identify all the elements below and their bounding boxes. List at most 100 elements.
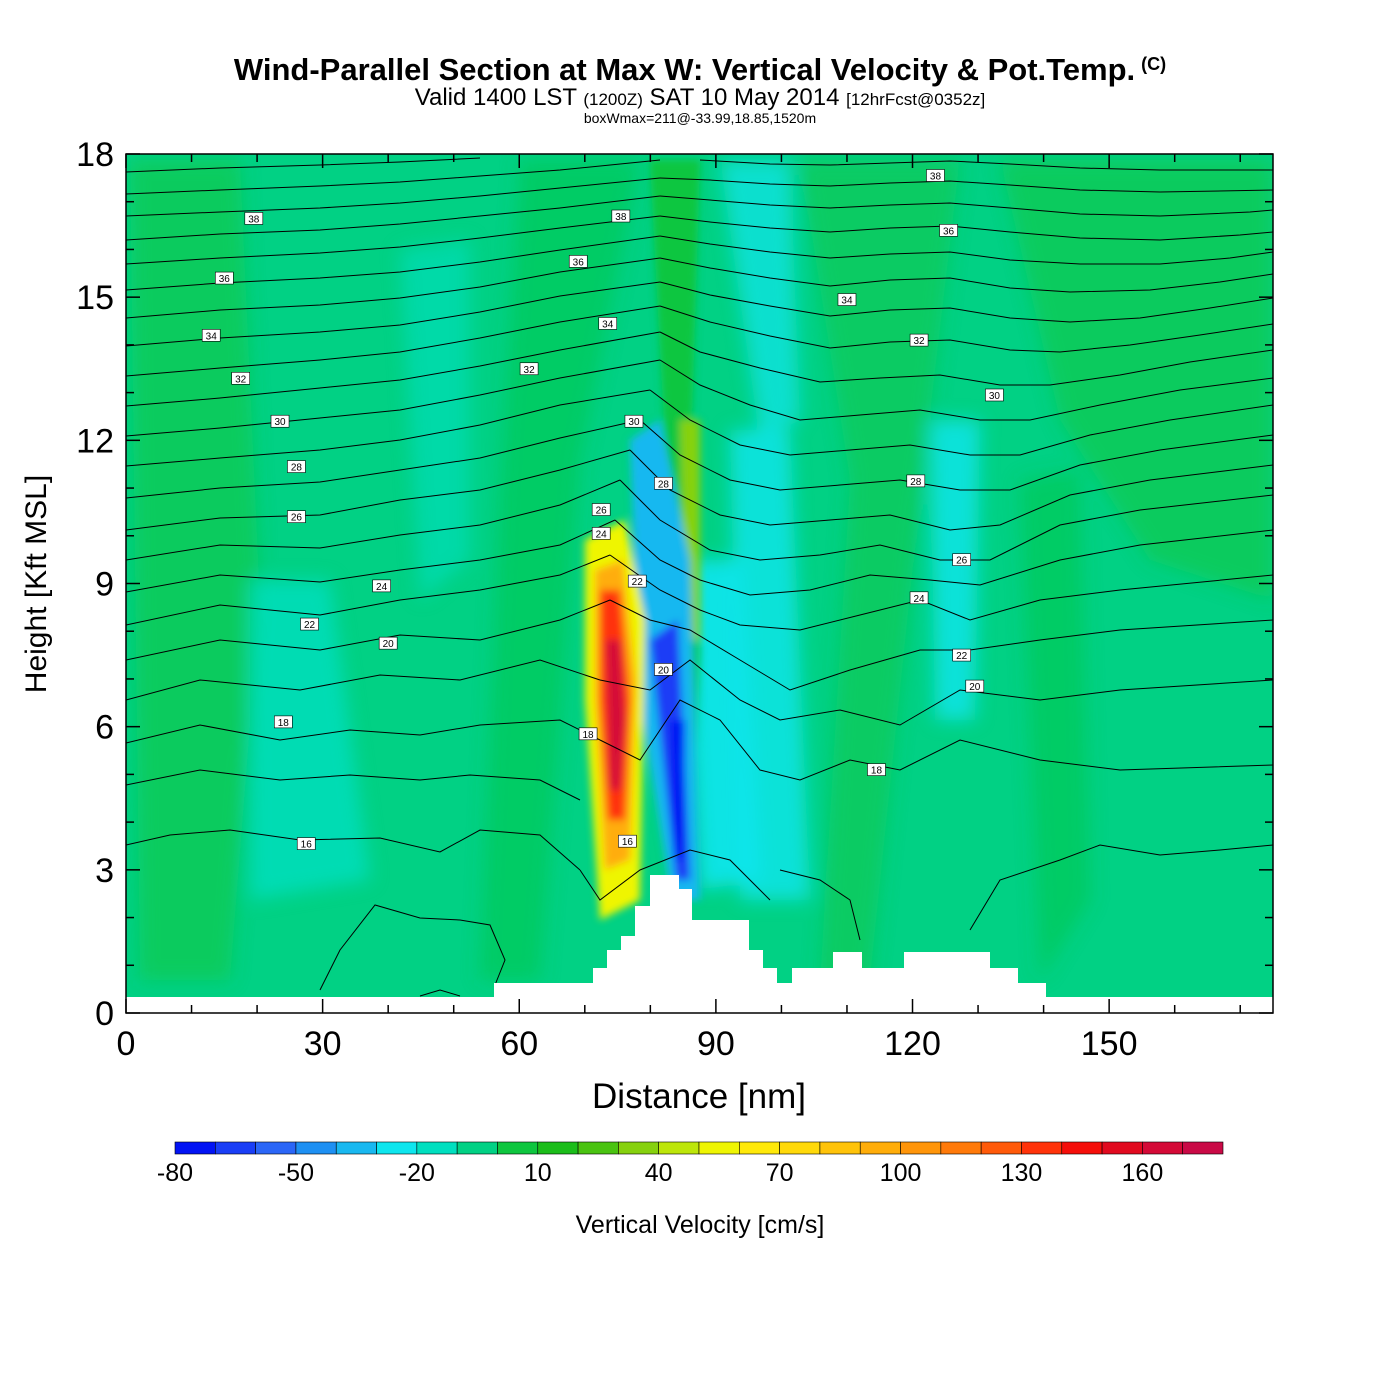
- x-tick-label: 150: [1081, 1025, 1138, 1063]
- y-tick-label: 6: [95, 709, 114, 747]
- colorbar-cell: [1182, 1141, 1224, 1155]
- y-tick-label: 9: [95, 566, 114, 604]
- contour-label-text: 28: [658, 479, 670, 490]
- contour-label-text: 28: [910, 477, 922, 488]
- colorbar-tick-label: 40: [645, 1159, 673, 1187]
- colorbar-tick-label: -20: [399, 1159, 435, 1187]
- colorbar-cell: [497, 1141, 539, 1155]
- contour-label-text: 22: [956, 651, 968, 662]
- colorbar-tick-label: -50: [278, 1159, 314, 1187]
- contour-label-text: 34: [602, 319, 614, 330]
- theta-contours: [126, 157, 1273, 997]
- contour-label-text: 30: [274, 417, 286, 428]
- contour-label: 20: [378, 636, 398, 650]
- x-axis-label: Distance [nm]: [592, 1077, 806, 1116]
- contour-label-text: 26: [956, 556, 968, 567]
- terrain-mask: [126, 875, 1273, 1013]
- contour-label: 30: [270, 414, 290, 428]
- colorbar-tick-label: -80: [157, 1159, 193, 1187]
- contour-label: 32: [519, 362, 539, 376]
- colorbar-cell: [900, 1141, 942, 1155]
- contour-label: 36: [939, 224, 958, 237]
- x-tick-label: 90: [697, 1025, 735, 1063]
- contour-label: 24: [909, 591, 929, 605]
- contour-label-text: 26: [596, 506, 608, 517]
- contour-label-text: 38: [930, 171, 942, 182]
- contour-label: 16: [296, 837, 316, 851]
- contour-label: 38: [244, 212, 264, 225]
- contour-label: 24: [372, 579, 391, 593]
- contour-label-text: 36: [219, 274, 231, 285]
- contour-label: 30: [985, 388, 1004, 402]
- contour-label-text: 32: [524, 365, 536, 376]
- y-tick-label: 0: [95, 995, 114, 1033]
- contour-label-text: 32: [914, 336, 926, 347]
- colorbar-cell: [577, 1141, 619, 1155]
- contour-label-text: 38: [248, 214, 260, 225]
- contour-label-text: 20: [969, 682, 981, 693]
- velocity-field: [126, 154, 1273, 1013]
- colorbar-cell: [416, 1141, 458, 1155]
- contour-label-text: 16: [622, 837, 634, 848]
- colorbar-tick-label: 10: [524, 1159, 552, 1187]
- contour-label: 36: [568, 255, 588, 268]
- colorbar-cell: [335, 1141, 377, 1155]
- colorbar-cell: [1061, 1141, 1103, 1155]
- y-tick-label: 3: [95, 852, 114, 890]
- colorbar-cell: [1021, 1141, 1063, 1155]
- contour-label-text: 36: [573, 257, 585, 268]
- contour-label: 36: [215, 271, 234, 285]
- contour-label: 26: [287, 510, 306, 524]
- y-tick-label: 15: [76, 279, 114, 317]
- contour-label: 28: [906, 474, 926, 488]
- contour-label: 16: [618, 834, 637, 848]
- chart-subtitle: Valid 1400 LST (1200Z) SAT 10 May 2014 […: [414, 84, 986, 111]
- colorbar-label: Vertical Velocity [cm/s]: [576, 1211, 825, 1239]
- colorbar: [174, 1141, 1224, 1155]
- contour-label-text: 34: [206, 331, 218, 342]
- contour-label: 22: [627, 574, 647, 588]
- contour-label: 18: [867, 763, 886, 777]
- contour-label-text: 20: [383, 639, 395, 650]
- contour-label: 26: [591, 503, 611, 517]
- contour-label-text: 18: [871, 766, 883, 777]
- colorbar-tick-label: 160: [1122, 1159, 1164, 1187]
- colorbar-cell: [618, 1141, 659, 1155]
- colorbar-cell: [255, 1141, 297, 1155]
- contour-label: 26: [952, 553, 971, 567]
- colorbar-cell: [174, 1141, 216, 1155]
- contour-label: 24: [591, 527, 611, 540]
- contour-label-text: 20: [658, 665, 670, 676]
- y-tick-label: 12: [76, 422, 114, 460]
- contour-label-text: 30: [628, 417, 640, 428]
- colorbar-cell: [819, 1141, 861, 1155]
- contour-label-text: 32: [235, 374, 247, 385]
- colorbar-tick-label: 100: [880, 1159, 922, 1187]
- contour-label: 30: [624, 414, 644, 428]
- colorbar-cell: [376, 1141, 418, 1155]
- contour-label-text: 24: [596, 529, 608, 540]
- colorbar-cell: [1142, 1141, 1183, 1155]
- contour-label: 38: [926, 169, 945, 182]
- contour-label: 32: [231, 371, 250, 385]
- contour-label: 18: [578, 727, 598, 741]
- contour-label-text: 26: [291, 513, 303, 524]
- velocity-core-regions: [585, 160, 700, 920]
- copyright-mark: (C): [1141, 54, 1167, 74]
- colorbar-cell: [698, 1141, 740, 1155]
- chart-box-info: boxWmax=211@-33.99,18.85,1520m: [583, 110, 817, 126]
- contour-label-text: 16: [301, 840, 313, 851]
- contour-label: 28: [287, 460, 306, 474]
- contour-label-text: 22: [632, 577, 644, 588]
- x-tick-label: 30: [304, 1025, 342, 1063]
- contour-label: 28: [654, 476, 673, 490]
- contour-label-text: 24: [376, 582, 388, 593]
- contour-label-text: 22: [304, 620, 316, 631]
- contour-label: 22: [300, 617, 319, 631]
- theta-contour-labels: 38 36 34 32 30 28 26 24 22 20 18 16 38 36 34 32 30 28 26 24…: [201, 169, 1004, 851]
- x-tick-label: 120: [884, 1025, 941, 1063]
- contour-label: 20: [965, 679, 985, 693]
- colorbar-cell: [295, 1141, 337, 1155]
